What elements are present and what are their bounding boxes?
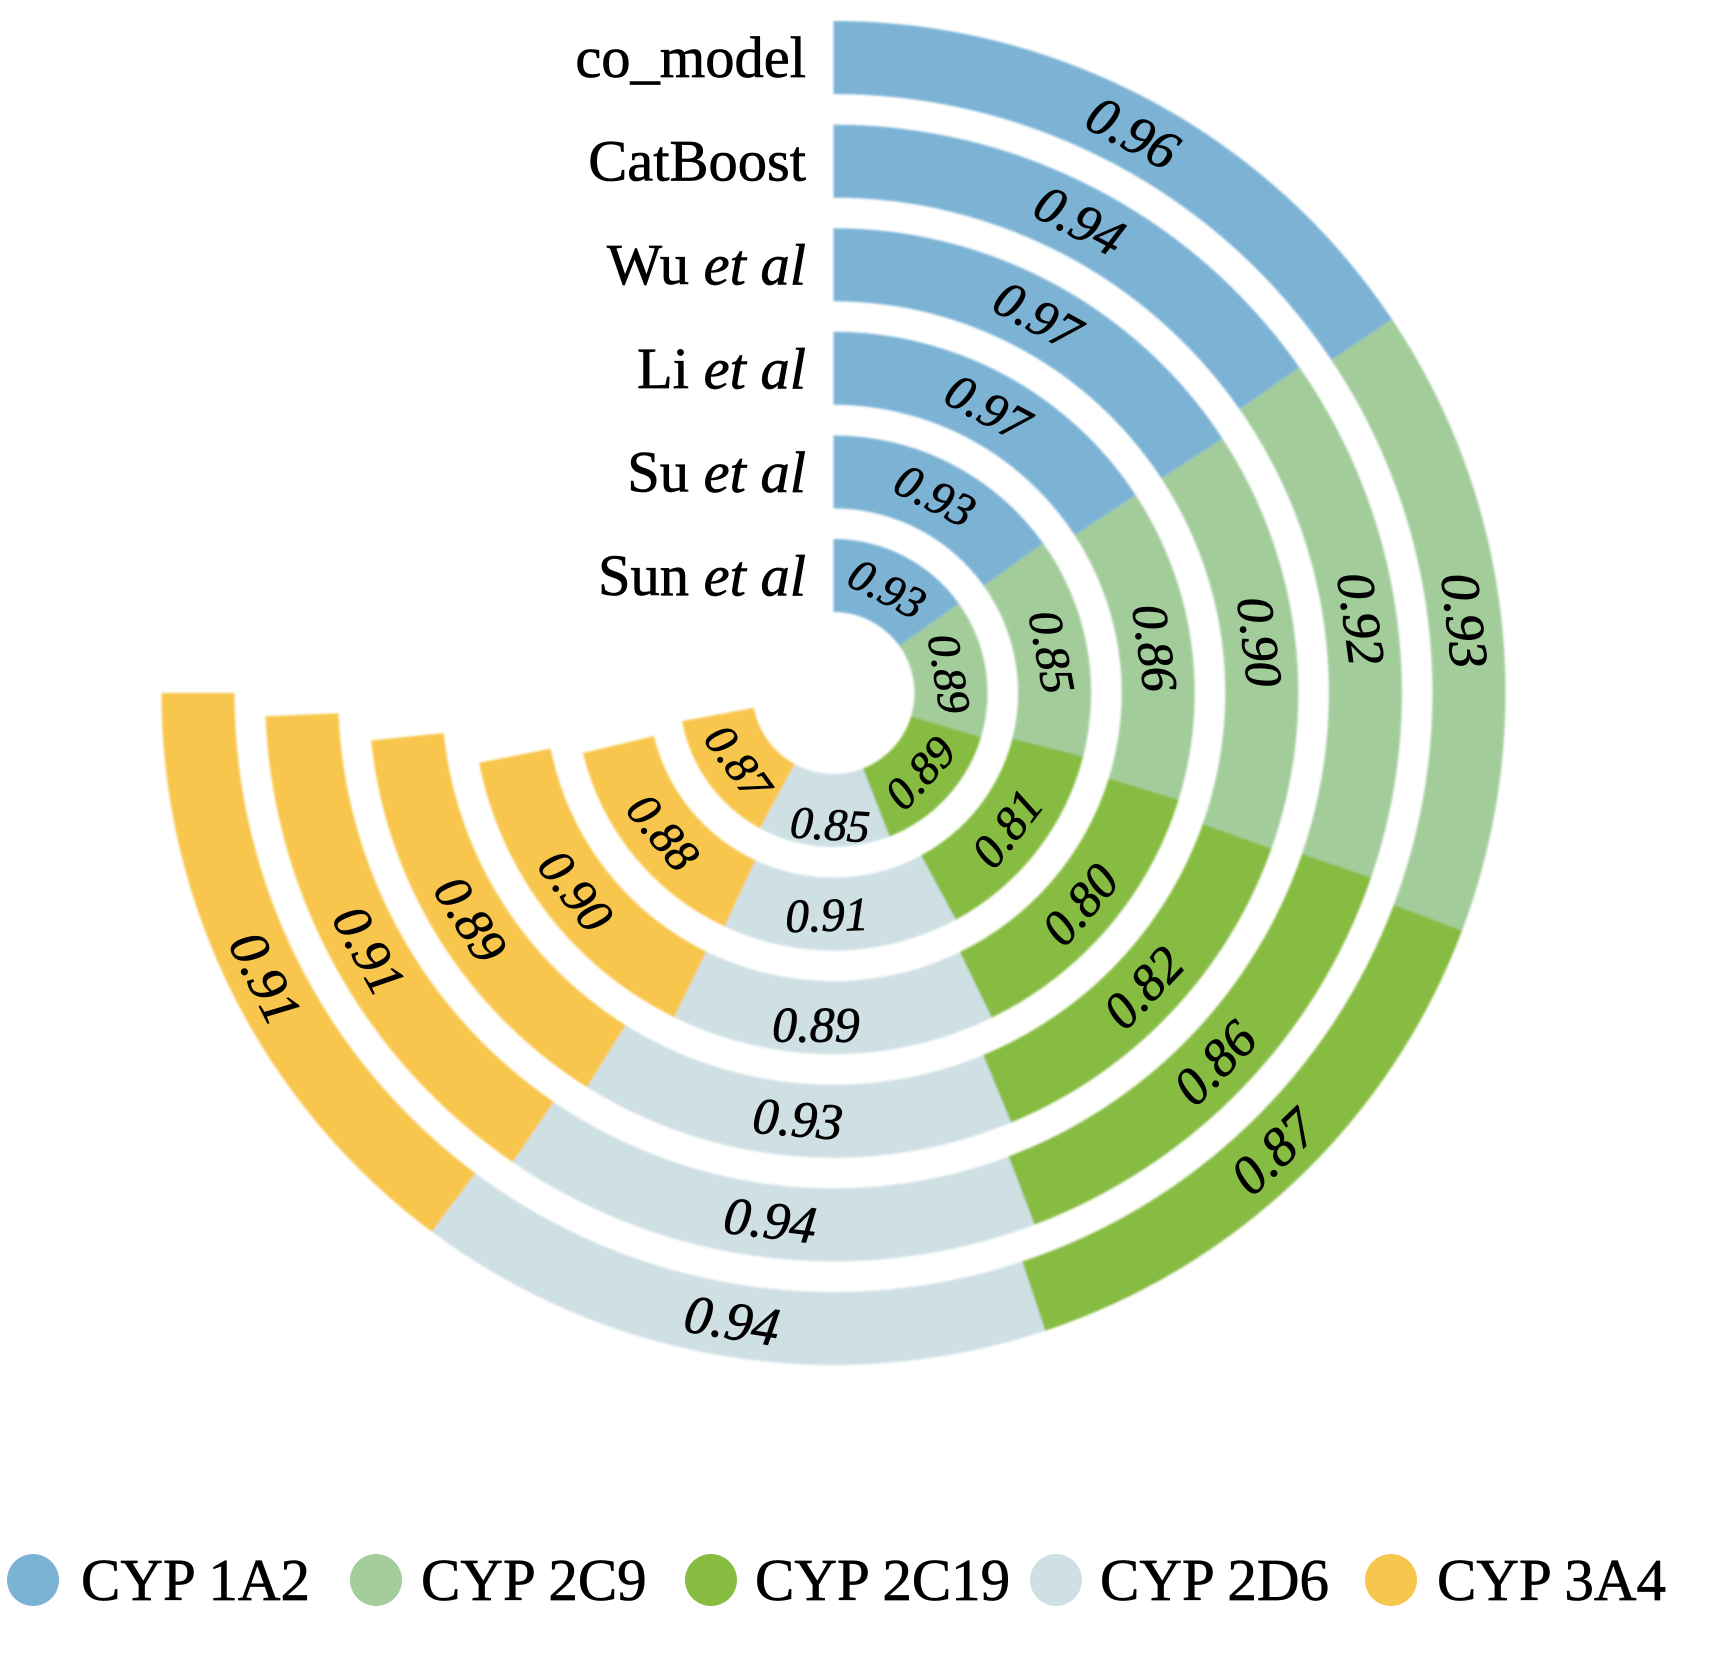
svg-text:CatBoost: CatBoost: [588, 129, 806, 194]
svg-text:Sun et al: Sun et al: [598, 543, 806, 608]
svg-text:CYP 2C19: CYP 2C19: [755, 1547, 1010, 1613]
svg-text:co_model: co_model: [575, 25, 806, 90]
svg-text:Wu et al: Wu et al: [607, 232, 806, 297]
svg-text:0.85: 0.85: [789, 796, 872, 852]
svg-text:CYP 1A2: CYP 1A2: [81, 1547, 310, 1613]
svg-text:0.94: 0.94: [721, 1187, 820, 1256]
svg-text:0.90: 0.90: [1225, 594, 1292, 691]
svg-text:0.93: 0.93: [751, 1088, 846, 1152]
svg-text:CYP 2C9: CYP 2C9: [421, 1547, 647, 1613]
svg-text:Su et al: Su et al: [627, 439, 806, 504]
svg-text:CYP 3A4: CYP 3A4: [1437, 1547, 1666, 1613]
svg-text:0.89: 0.89: [772, 997, 860, 1053]
svg-text:Li et al: Li et al: [637, 336, 806, 401]
svg-text:0.91: 0.91: [785, 889, 870, 943]
svg-text:0.93: 0.93: [1429, 570, 1500, 672]
svg-text:0.86: 0.86: [1121, 601, 1189, 695]
svg-text:CYP 2D6: CYP 2D6: [1100, 1547, 1329, 1613]
svg-text:0.92: 0.92: [1325, 569, 1395, 669]
